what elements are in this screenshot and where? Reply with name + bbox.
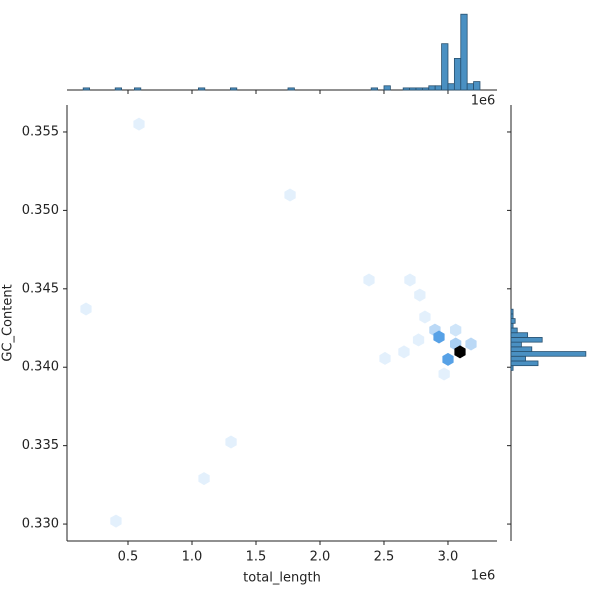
y-tick-label: 0.335	[22, 438, 59, 453]
x-hist-bar	[287, 87, 295, 91]
hex-cell	[414, 288, 426, 302]
y-axis-label: GC_Content	[1, 284, 16, 361]
x-axis-label: total_length	[243, 571, 321, 586]
hex-cell	[284, 188, 296, 202]
x-hist-bar	[453, 58, 462, 91]
hex-cell	[433, 330, 445, 344]
x-tick-label: 1.0	[182, 550, 203, 565]
y-hist-bar	[510, 355, 526, 362]
hex-cell	[133, 117, 145, 131]
hex-cell	[465, 337, 477, 351]
x-tick-label: 0.5	[118, 550, 139, 565]
y-tick-label: 0.350	[22, 203, 59, 218]
y-hist-bar	[510, 308, 514, 315]
x-tick-label: 1.5	[246, 550, 267, 565]
x-hist-bar	[82, 87, 91, 91]
y-hist-bar	[510, 318, 516, 324]
hex-cell	[438, 367, 450, 381]
hex-cell	[363, 273, 375, 287]
hex-cell	[450, 323, 462, 337]
y-tick-label: 0.345	[22, 281, 59, 296]
hex-cell	[412, 333, 425, 347]
y-hist-bar	[510, 337, 543, 343]
y-hist-bar	[510, 365, 514, 371]
hex-cell	[442, 352, 454, 366]
x-hist-bar	[197, 87, 206, 91]
x-hist-bar	[428, 85, 436, 91]
y-tick-label: 0.355	[22, 124, 59, 139]
y-tick-label: 0.330	[22, 517, 59, 532]
x-hist-bar	[434, 85, 442, 91]
x-offset-label: 1e6	[471, 569, 496, 584]
y-tick-label: 0.340	[22, 360, 59, 375]
hex-cell	[110, 514, 122, 528]
y-hist-bar	[510, 360, 539, 367]
x-hist-bar	[466, 83, 474, 91]
x-hist-bar	[370, 87, 378, 91]
y-hist-bar	[510, 351, 587, 357]
hex-cell	[379, 351, 391, 365]
hex-cell	[454, 345, 466, 359]
x-hist-bar	[409, 87, 417, 91]
hex-cell	[80, 302, 92, 316]
y-hist-bar	[510, 327, 518, 334]
hex-cell	[225, 435, 237, 449]
x-tick-label: 2.5	[374, 550, 395, 565]
x-hist-bar	[441, 43, 449, 91]
hex-cell	[404, 273, 416, 287]
x-hist-bar	[415, 87, 423, 91]
x-hist-bar	[229, 87, 238, 91]
y-hist-bar	[510, 341, 522, 348]
x-hist-bar	[460, 13, 468, 91]
y-hist-bar	[510, 313, 514, 320]
x-offset-label: 1e6	[471, 94, 496, 109]
x-tick-label: 3.0	[438, 550, 459, 565]
x-hist-bar	[114, 87, 123, 91]
y-hist-bar	[510, 322, 514, 329]
hex-cell	[198, 472, 210, 486]
y-hist-bar	[510, 346, 533, 352]
x-hist-bar	[383, 85, 391, 91]
y-hist-bar	[510, 332, 529, 338]
hex-cell	[398, 345, 410, 359]
x-hist-bar	[473, 81, 481, 91]
x-hist-bar	[421, 87, 430, 91]
x-hist-bar	[134, 87, 142, 91]
x-hist-bar	[402, 87, 410, 91]
hex-cell	[419, 310, 431, 324]
x-hist-bar	[447, 83, 455, 91]
x-tick-label: 2.0	[310, 550, 331, 565]
